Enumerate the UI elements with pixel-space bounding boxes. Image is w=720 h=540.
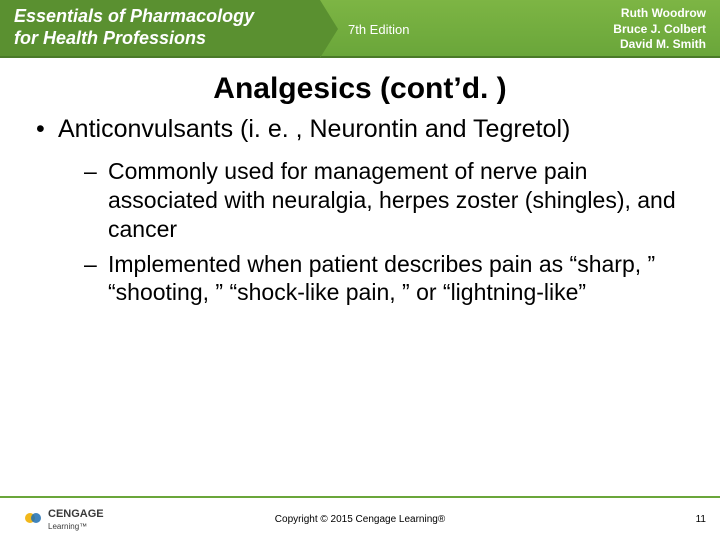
book-title-line1: Essentials of Pharmacology [14,6,304,28]
bullet-level1: Anticonvulsants (i. e. , Neurontin and T… [30,114,690,145]
page-number: 11 [696,514,706,525]
edition-label: 7th Edition [348,22,409,37]
slide-header: Essentials of Pharmacology for Health Pr… [0,0,720,58]
authors-list: Ruth Woodrow Bruce J. Colbert David M. S… [613,6,706,53]
author-3: David M. Smith [613,37,706,53]
bullet-level2-b: Implemented when patient describes pain … [30,250,690,308]
author-2: Bruce J. Colbert [613,22,706,38]
book-title-block: Essentials of Pharmacology for Health Pr… [0,0,320,56]
bullet-level2-a: Commonly used for management of nerve pa… [30,157,690,243]
slide-body: Analgesics (cont’d. ) Anticonvulsants (i… [0,58,720,307]
copyright-text: Copyright © 2015 Cengage Learning® [0,514,720,525]
slide-footer: CENGAGE Learning™ Copyright © 2015 Cenga… [0,496,720,540]
book-title-line2: for Health Professions [14,28,304,50]
slide-title: Analgesics (cont’d. ) [30,72,690,106]
author-1: Ruth Woodrow [613,6,706,22]
